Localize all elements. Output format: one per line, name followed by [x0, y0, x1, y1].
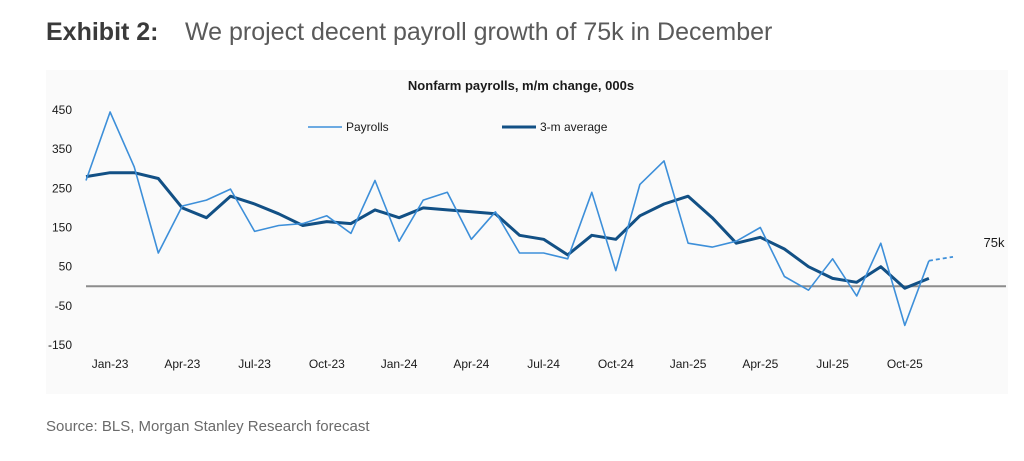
x-tick-label: Apr-24	[453, 357, 489, 371]
x-tick-label: Jan-23	[92, 357, 129, 371]
chart-title: Nonfarm payrolls, m/m change, 000s	[408, 78, 634, 93]
y-tick-label: 450	[52, 103, 72, 117]
x-tick-label: Jul-23	[238, 357, 271, 371]
x-tick-label: Oct-23	[309, 357, 345, 371]
exhibit-label: Exhibit 2:	[46, 18, 159, 46]
x-tick-label: Apr-25	[742, 357, 778, 371]
chart-panel: Nonfarm payrolls, m/m change, 000s 450 35…	[46, 70, 1008, 394]
x-tick-label: Oct-25	[887, 357, 923, 371]
y-tick-label: -50	[55, 299, 73, 313]
series-line-payrolls	[85, 111, 930, 327]
payrolls-chart: Nonfarm payrolls, m/m change, 000s 450 35…	[48, 78, 1006, 371]
y-tick-label: 250	[52, 181, 72, 195]
legend-label-average: 3-m average	[540, 120, 608, 134]
x-tick-label: Jan-25	[670, 357, 707, 371]
forecast-line	[928, 255, 954, 262]
x-tick-label: Oct-24	[598, 357, 634, 371]
y-tick-label: 50	[59, 260, 73, 274]
y-tick-label: -150	[48, 338, 72, 352]
forecast-annotation: 75k	[984, 235, 1005, 250]
series-lines	[85, 111, 954, 327]
legend-label-payrolls: Payrolls	[346, 120, 389, 134]
series-line-average	[85, 171, 930, 290]
x-tick-label: Apr-23	[164, 357, 200, 371]
exhibit-title: We project decent payroll growth of 75k …	[185, 18, 773, 46]
y-axis: 450 350 250 150 50 -50 -150	[48, 103, 72, 352]
x-tick-label: Jan-24	[381, 357, 418, 371]
y-tick-label: 150	[52, 221, 72, 235]
y-tick-label: 350	[52, 142, 72, 156]
legend: Payrolls 3-m average	[308, 120, 608, 134]
x-axis: Jan-23 Apr-23 Jul-23 Oct-23 Jan-24 Apr-24 Jul-…	[92, 357, 923, 371]
x-tick-label: Jul-24	[527, 357, 560, 371]
source-note: Source: BLS, Morgan Stanley Research for…	[46, 418, 370, 435]
x-tick-label: Jul-25	[816, 357, 849, 371]
